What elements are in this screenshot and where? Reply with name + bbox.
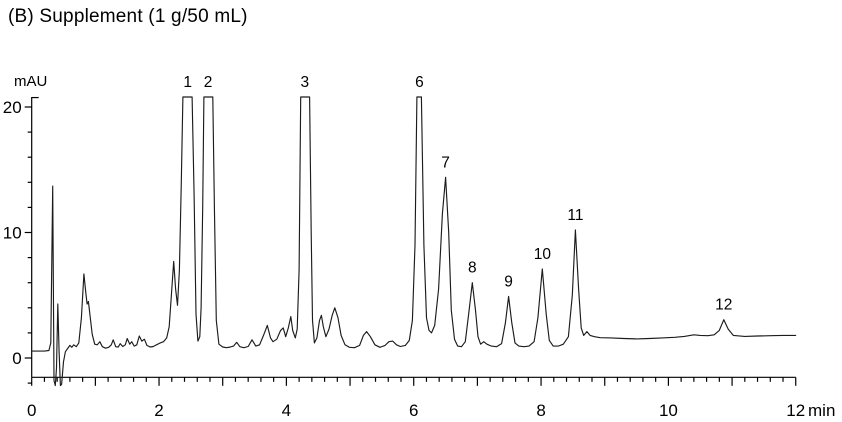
x-tick-label: 0 [27,401,36,420]
x-tick-label: 2 [154,401,163,420]
peak-label-11: 11 [567,207,583,224]
peak-label-12: 12 [715,297,732,314]
y-tick-label: 0 [12,349,21,368]
peak-label-1: 1 [183,74,192,91]
trace-path [31,96,797,387]
peak-label-9: 9 [504,274,513,291]
y-tick-label: 10 [3,224,22,243]
y-tick-label: 20 [3,98,22,117]
x-tick-label: 10 [659,401,678,420]
x-tick-label: 4 [282,401,291,420]
axes [31,96,796,378]
peak-label-8: 8 [468,260,477,277]
x-tick-label: 8 [536,401,545,420]
x-axis-unit-label: min [808,401,835,420]
peak-label-2: 2 [204,74,213,91]
chart-title: (B) Supplement (1 g/50 mL) [8,6,248,27]
x-tick-label: 12 [786,401,805,420]
peak-label-7: 7 [441,154,450,171]
peak-label-10: 10 [534,246,552,263]
y-axis-unit-label: mAU [14,73,47,90]
peak-label-6: 6 [415,74,424,91]
peak-label-3: 3 [301,74,310,91]
axis-tick-labels: 0 10 20 0 2 4 6 8 10 12 [3,98,805,420]
x-tick-label: 6 [409,401,418,420]
chromatogram-trace [31,96,797,387]
axis-ticks [24,106,797,386]
